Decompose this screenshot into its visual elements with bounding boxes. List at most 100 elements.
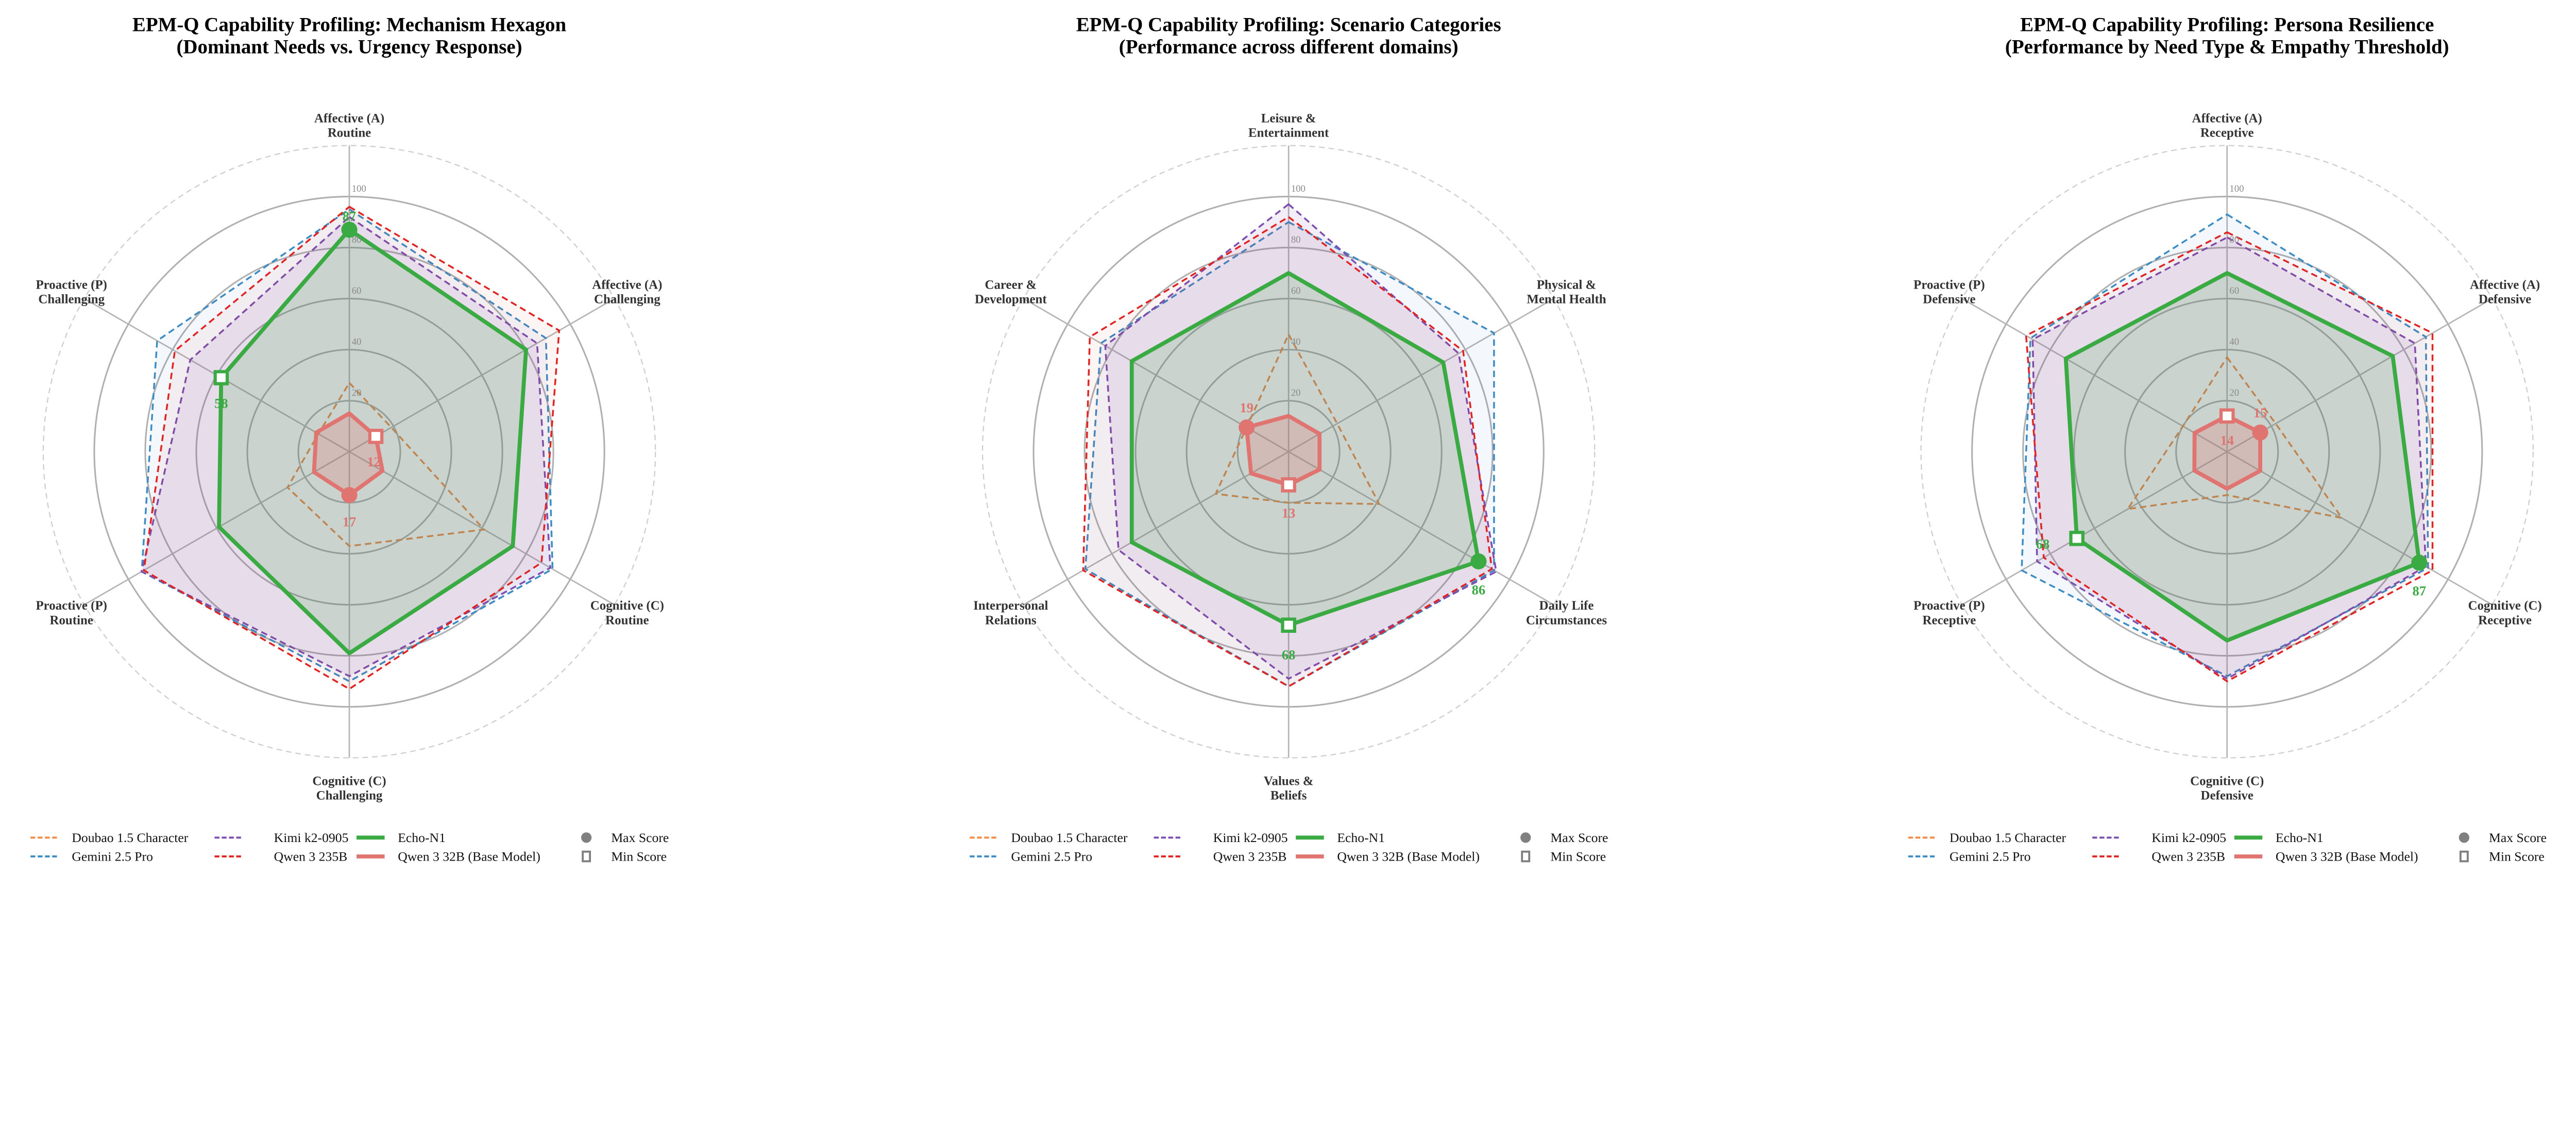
axis-spoke bbox=[2227, 451, 2493, 605]
axis-label-line: Affective (A) bbox=[592, 278, 662, 292]
axis-label-line: Proactive (P) bbox=[1913, 278, 1985, 292]
legend-item-min: Min Score bbox=[1521, 849, 1606, 864]
max-score-label: 19 bbox=[1240, 400, 1253, 415]
min-score-marker bbox=[1281, 477, 1296, 493]
axis-label-line: Proactive (P) bbox=[1913, 599, 1985, 613]
axis-label: Physical &Mental Health bbox=[1527, 278, 1606, 306]
axis-label-line: Affective (A) bbox=[2192, 111, 2262, 125]
legend-label: Gemini 2.5 Pro bbox=[1950, 849, 2031, 864]
tick-label: 60 bbox=[1291, 285, 1301, 296]
min-score-label: 14 bbox=[2221, 432, 2234, 448]
radar-figure: EPM-Q Capability Profiling: Mechanism He… bbox=[30, 14, 2547, 864]
axis-label-line: Challenging bbox=[594, 293, 660, 307]
axis-label-line: Physical & bbox=[1537, 278, 1597, 292]
chart-title: (Performance across different domains) bbox=[1119, 36, 1459, 58]
axis-label-line: Development bbox=[975, 293, 1047, 307]
axis-spoke bbox=[349, 451, 615, 605]
legend-label: Echo-N1 bbox=[398, 830, 446, 845]
legend-item-min: Min Score bbox=[582, 849, 667, 864]
tick-label: 60 bbox=[2229, 285, 2239, 296]
max-score-marker bbox=[1239, 419, 1255, 436]
legend-item: Doubao 1.5 Character bbox=[1908, 830, 2066, 845]
min-score-legend-icon bbox=[1521, 850, 1531, 863]
axis-label: Leisure &Entertainment bbox=[1248, 111, 1329, 140]
min-score-label: 68 bbox=[2036, 536, 2049, 551]
tick-label: 80 bbox=[1291, 234, 1301, 245]
legend-label: Qwen 3 235B bbox=[274, 849, 348, 864]
axis-spoke bbox=[1023, 451, 1289, 605]
max-score-label: 87 bbox=[343, 209, 356, 224]
legend-item: Gemini 2.5 Pro bbox=[30, 849, 153, 864]
legend-item: Doubao 1.5 Character bbox=[30, 830, 189, 845]
min-score-marker bbox=[1281, 617, 1296, 633]
legend-item-max: Max Score bbox=[1520, 830, 1608, 845]
axis-label-line: Challenging bbox=[316, 788, 383, 802]
legend-item: Kimi k2-0905 bbox=[214, 830, 348, 845]
axis-label-line: Defensive bbox=[2201, 788, 2253, 802]
axis-spoke bbox=[83, 451, 350, 605]
axis-spoke bbox=[1288, 451, 1554, 605]
legend-label: Gemini 2.5 Pro bbox=[72, 849, 153, 864]
legend-label: Kimi k2-0905 bbox=[1213, 830, 1288, 845]
legend-item-min: Min Score bbox=[2459, 849, 2545, 864]
axis-label-line: Proactive (P) bbox=[36, 278, 107, 292]
max-score-label: 17 bbox=[343, 514, 356, 529]
axis-label: Cognitive (C)Routine bbox=[590, 599, 664, 627]
axis-label: Affective (A)Receptive bbox=[2192, 111, 2262, 140]
legend-label: Qwen 3 235B bbox=[1213, 849, 1287, 864]
tick-label: 100 bbox=[2229, 183, 2244, 194]
legend-item: Doubao 1.5 Character bbox=[970, 830, 1128, 845]
chart-title: (Dominant Needs vs. Urgency Response) bbox=[176, 36, 522, 58]
legend-label: Qwen 3 235B bbox=[2151, 849, 2225, 864]
chart-title: (Performance by Need Type & Empathy Thre… bbox=[2005, 36, 2449, 58]
legend-item-max: Max Score bbox=[2459, 830, 2547, 845]
min-score-label: 13 bbox=[1282, 506, 1295, 521]
axis-label-line: Cognitive (C) bbox=[2468, 599, 2541, 613]
legend: Doubao 1.5 Character Gemini 2.5 Pro Kimi k… bbox=[1908, 830, 2547, 864]
max-score-legend-icon bbox=[581, 832, 592, 843]
axis-label-line: Relations bbox=[985, 613, 1037, 627]
axis-label: Proactive (P)Receptive bbox=[1913, 599, 1985, 627]
axis-spoke bbox=[1961, 451, 2228, 605]
tick-label: 80 bbox=[2229, 234, 2239, 245]
legend-label: Min Score bbox=[611, 849, 667, 864]
min-score-legend-icon bbox=[582, 850, 591, 863]
axis-label-line: Values & bbox=[1264, 774, 1314, 788]
tick-label: 100 bbox=[352, 183, 366, 194]
axis-label-line: Affective (A) bbox=[2470, 278, 2540, 292]
axis-label-line: Receptive bbox=[1923, 613, 1976, 627]
axis-label-line: Receptive bbox=[2200, 126, 2254, 140]
axis-label: Values &Beliefs bbox=[1264, 774, 1314, 802]
tick-label: 100 bbox=[1291, 183, 1306, 194]
axis-label: Cognitive (C)Defensive bbox=[2190, 774, 2264, 802]
series-qwen-3-32b-base-model- bbox=[1244, 414, 1322, 487]
max-score-marker bbox=[2411, 554, 2428, 571]
min-score-marker bbox=[213, 370, 229, 385]
max-score-label: 15 bbox=[2253, 405, 2267, 420]
outer-ring bbox=[981, 145, 1596, 759]
legend-label: Echo-N1 bbox=[1337, 830, 1385, 845]
legend-item: Qwen 3 32B (Base Model) bbox=[357, 849, 540, 864]
max-score-marker bbox=[1470, 553, 1487, 569]
tick-label: 20 bbox=[352, 388, 362, 398]
legend-item: Echo-N1 bbox=[357, 830, 446, 845]
legend-label: Echo-N1 bbox=[2276, 830, 2324, 845]
chart-title: EPM-Q Capability Profiling: Scenario Cat… bbox=[1076, 14, 1501, 36]
outer-ring bbox=[1920, 145, 2534, 759]
min-score-label: 68 bbox=[1282, 647, 1295, 662]
legend-item: Qwen 3 32B (Base Model) bbox=[2234, 849, 2418, 864]
legend-label: Gemini 2.5 Pro bbox=[1011, 849, 1092, 864]
legend-label: Max Score bbox=[611, 830, 669, 845]
series-qwen-3-32b-base-model- bbox=[2192, 413, 2262, 491]
legend-item: Qwen 3 235B bbox=[2092, 849, 2225, 864]
legend: Doubao 1.5 Character Gemini 2.5 Pro Kimi k… bbox=[970, 830, 1608, 864]
tick-label: 40 bbox=[352, 337, 362, 347]
axis-label-line: Cognitive (C) bbox=[2190, 774, 2264, 788]
axis-label: Affective (A)Challenging bbox=[592, 278, 662, 306]
tick-label: 60 bbox=[352, 285, 362, 296]
min-score-marker bbox=[368, 429, 384, 444]
legend-item-max: Max Score bbox=[581, 830, 669, 845]
axis-label-line: Mental Health bbox=[1527, 293, 1606, 307]
legend-item: Qwen 3 235B bbox=[214, 849, 347, 864]
